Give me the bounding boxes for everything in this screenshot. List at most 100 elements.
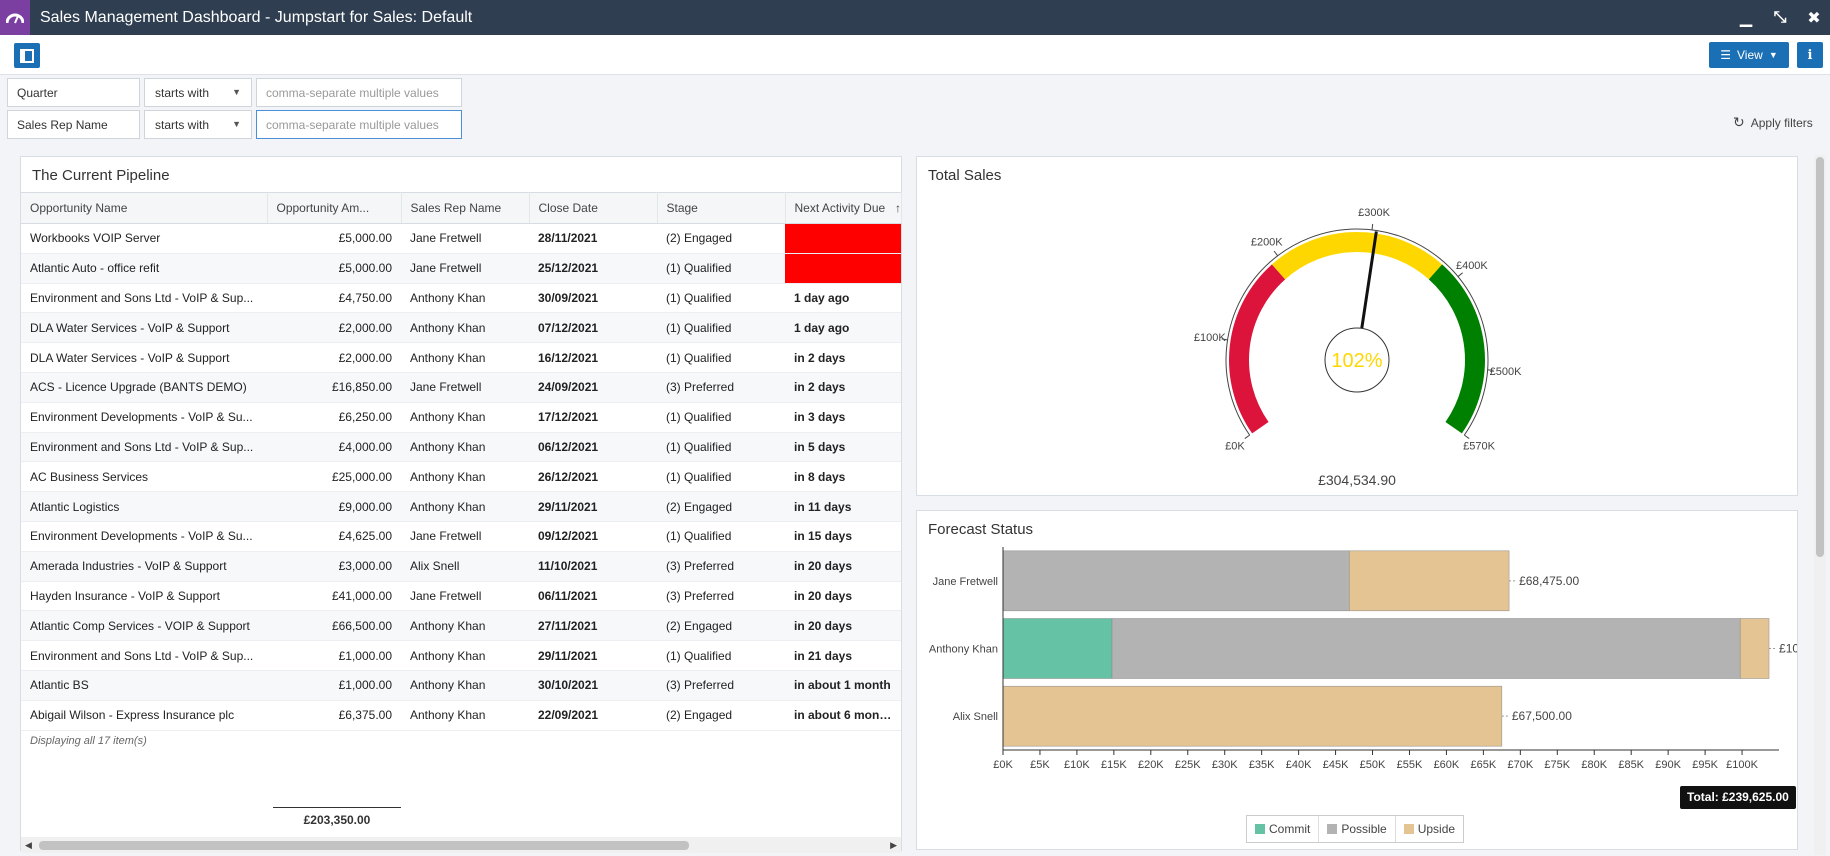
- table-row[interactable]: Atlantic Comp Services - VOIP & Support £…: [21, 610, 901, 642]
- scroll-right-icon[interactable]: ▶: [890, 840, 897, 850]
- cell-stage: (1) Qualified: [657, 432, 785, 463]
- cell-stage: (1) Qualified: [657, 640, 785, 671]
- minimize-icon[interactable]: ▁: [1739, 9, 1753, 27]
- x-tick-label: £70K: [1507, 759, 1533, 771]
- legend-label: Commit: [1269, 822, 1311, 836]
- column-header-sales-rep[interactable]: Sales Rep Name: [401, 192, 530, 224]
- cell-close-date: 25/12/2021: [529, 253, 657, 284]
- table-row[interactable]: Atlantic Logistics £9,000.00 Anthony Khan 2…: [21, 491, 901, 522]
- cell-next-activity: in 2 days: [785, 372, 901, 403]
- legend-item-upside[interactable]: Upside: [1396, 816, 1463, 842]
- filter-operator-sales-rep[interactable]: starts with ▼: [144, 110, 252, 139]
- table-row[interactable]: Atlantic Auto - office refit £5,000.00 Jan…: [21, 253, 901, 284]
- filter-operator-value: starts with: [155, 118, 210, 132]
- column-header-opportunity-name[interactable]: Opportunity Name: [21, 192, 268, 224]
- total-sales-title: Total Sales: [928, 167, 1002, 184]
- scroll-left-icon[interactable]: ◀: [25, 840, 32, 850]
- panel-toggle-button[interactable]: [14, 43, 40, 68]
- cell-opportunity-amount: £1,000.00: [267, 670, 401, 701]
- sort-ascending-icon: ↑: [895, 201, 901, 215]
- cell-close-date: 30/09/2021: [529, 283, 657, 314]
- cell-opportunity-amount: £5,000.00: [267, 223, 401, 254]
- cell-stage: (1) Qualified: [657, 521, 785, 552]
- horizontal-scrollbar[interactable]: ◀ ▶: [21, 837, 901, 853]
- table-row[interactable]: Environment and Sons Ltd - VoIP & Sup...…: [21, 640, 901, 671]
- vertical-scrollbar[interactable]: [1814, 155, 1826, 855]
- cell-opportunity-name: Environment and Sons Ltd - VoIP & Sup...: [21, 640, 267, 671]
- scrollbar-thumb[interactable]: [1816, 157, 1824, 557]
- filter-operator-quarter[interactable]: starts with ▼: [144, 78, 252, 107]
- table-row[interactable]: Atlantic BS £1,000.00 Anthony Khan 30/10/20…: [21, 670, 901, 701]
- chevron-down-icon: ▼: [232, 119, 241, 129]
- x-tick-label: £100K: [1726, 759, 1758, 771]
- x-tick-label: £75K: [1544, 759, 1570, 771]
- gauge-tick-label: £200K: [1251, 236, 1283, 248]
- chevron-down-icon: ▼: [1768, 50, 1778, 60]
- gauge-tick-label: £0K: [1225, 440, 1245, 452]
- view-button[interactable]: ☰ View ▼: [1709, 42, 1789, 68]
- apply-filters-button[interactable]: ↻ Apply filters: [1733, 114, 1813, 131]
- forecast-legend: Commit Possible Upside: [1246, 815, 1465, 843]
- column-header-stage[interactable]: Stage: [657, 192, 786, 224]
- cell-stage: (1) Qualified: [657, 342, 785, 373]
- cell-stage: (1) Qualified: [657, 253, 785, 284]
- table-row[interactable]: Environment and Sons Ltd - VoIP & Sup...…: [21, 283, 901, 314]
- filter-row-quarter: Quarter starts with ▼: [7, 78, 462, 107]
- filter-input-sales-rep[interactable]: [256, 110, 462, 139]
- x-tick-label: £95K: [1692, 759, 1718, 771]
- restore-icon[interactable]: ⤡: [1773, 8, 1787, 26]
- table-row[interactable]: Environment Developments - VoIP & Su... £…: [21, 521, 901, 552]
- column-header-next-activity[interactable]: Next Activity Due ↑: [785, 192, 902, 224]
- cell-stage: (1) Qualified: [657, 312, 785, 344]
- table-row[interactable]: Environment Developments - VoIP & Su... £…: [21, 402, 901, 433]
- cell-next-activity: [785, 253, 901, 284]
- table-row[interactable]: Abigail Wilson - Express Insurance plc £6…: [21, 700, 901, 731]
- x-tick-label: £30K: [1212, 759, 1238, 771]
- grand-total-badge: Total: £239,625.00: [1680, 786, 1796, 809]
- legend-item-possible[interactable]: Possible: [1319, 816, 1396, 842]
- cell-opportunity-amount: £25,000.00: [267, 461, 401, 493]
- total-sales-card: Total Sales £0K £100K £200K £300K £400K £500K…: [916, 156, 1798, 496]
- close-icon[interactable]: ✖: [1807, 9, 1821, 27]
- table-row[interactable]: ACS - Licence Upgrade (BANTS DEMO) £16,85…: [21, 372, 901, 403]
- table-row[interactable]: DLA Water Services - VoIP & Support £2,00…: [21, 312, 901, 344]
- table-row[interactable]: Environment and Sons Ltd - VoIP & Sup...…: [21, 432, 901, 463]
- info-button[interactable]: i: [1797, 42, 1823, 68]
- gauge-center: [1324, 327, 1390, 393]
- dashboard-icon: [0, 0, 30, 35]
- cell-sales-rep: Jane Fretwell: [401, 223, 529, 254]
- cell-opportunity-name: ACS - Licence Upgrade (BANTS DEMO): [21, 372, 267, 403]
- cell-close-date: 22/09/2021: [529, 700, 657, 731]
- table-row[interactable]: AC Business Services £25,000.00 Anthony Kh…: [21, 461, 901, 493]
- refresh-icon: ↻: [1733, 114, 1745, 130]
- column-header-close-date[interactable]: Close Date: [529, 192, 658, 224]
- filter-operator-value: starts with: [155, 86, 210, 100]
- cell-sales-rep: Anthony Khan: [401, 640, 529, 671]
- table-row[interactable]: DLA Water Services - VoIP & Support £2,00…: [21, 342, 901, 373]
- bar-upside: [1739, 618, 1770, 679]
- table-row[interactable]: Hayden Insurance - VoIP & Support £41,000…: [21, 581, 901, 612]
- x-tick-label: £85K: [1618, 759, 1644, 771]
- table-row[interactable]: Workbooks VOIP Server £5,000.00 Jane Fretw…: [21, 223, 901, 254]
- cell-sales-rep: Jane Fretwell: [401, 253, 529, 284]
- gauge-percent-label: 102%: [1331, 350, 1382, 372]
- gauge-tick: [1457, 272, 1463, 277]
- cell-stage: (1) Qualified: [657, 402, 785, 433]
- scrollbar-thumb[interactable]: [39, 841, 689, 850]
- bar-possible: [1002, 550, 1350, 612]
- column-header-opportunity-amount[interactable]: Opportunity Am...: [267, 192, 402, 224]
- cell-sales-rep: Anthony Khan: [401, 402, 529, 433]
- legend-swatch: [1255, 824, 1265, 834]
- cell-opportunity-name: Hayden Insurance - VoIP & Support: [21, 581, 267, 612]
- cell-opportunity-amount: £66,500.00: [267, 610, 401, 642]
- table-row[interactable]: Amerada Industries - VoIP & Support £3,00…: [21, 551, 901, 582]
- cell-next-activity: 1 day ago: [785, 283, 901, 314]
- cell-opportunity-name: DLA Water Services - VoIP & Support: [21, 342, 267, 373]
- legend-swatch: [1327, 824, 1338, 834]
- filter-input-quarter[interactable]: [256, 78, 462, 107]
- forecast-status-title: Forecast Status: [928, 521, 1034, 538]
- window-title: Sales Management Dashboard - Jumpstart f…: [40, 8, 473, 26]
- filter-label-quarter: Quarter: [7, 78, 140, 107]
- gauge-tick: [1371, 223, 1374, 230]
- legend-item-commit[interactable]: Commit: [1247, 816, 1320, 842]
